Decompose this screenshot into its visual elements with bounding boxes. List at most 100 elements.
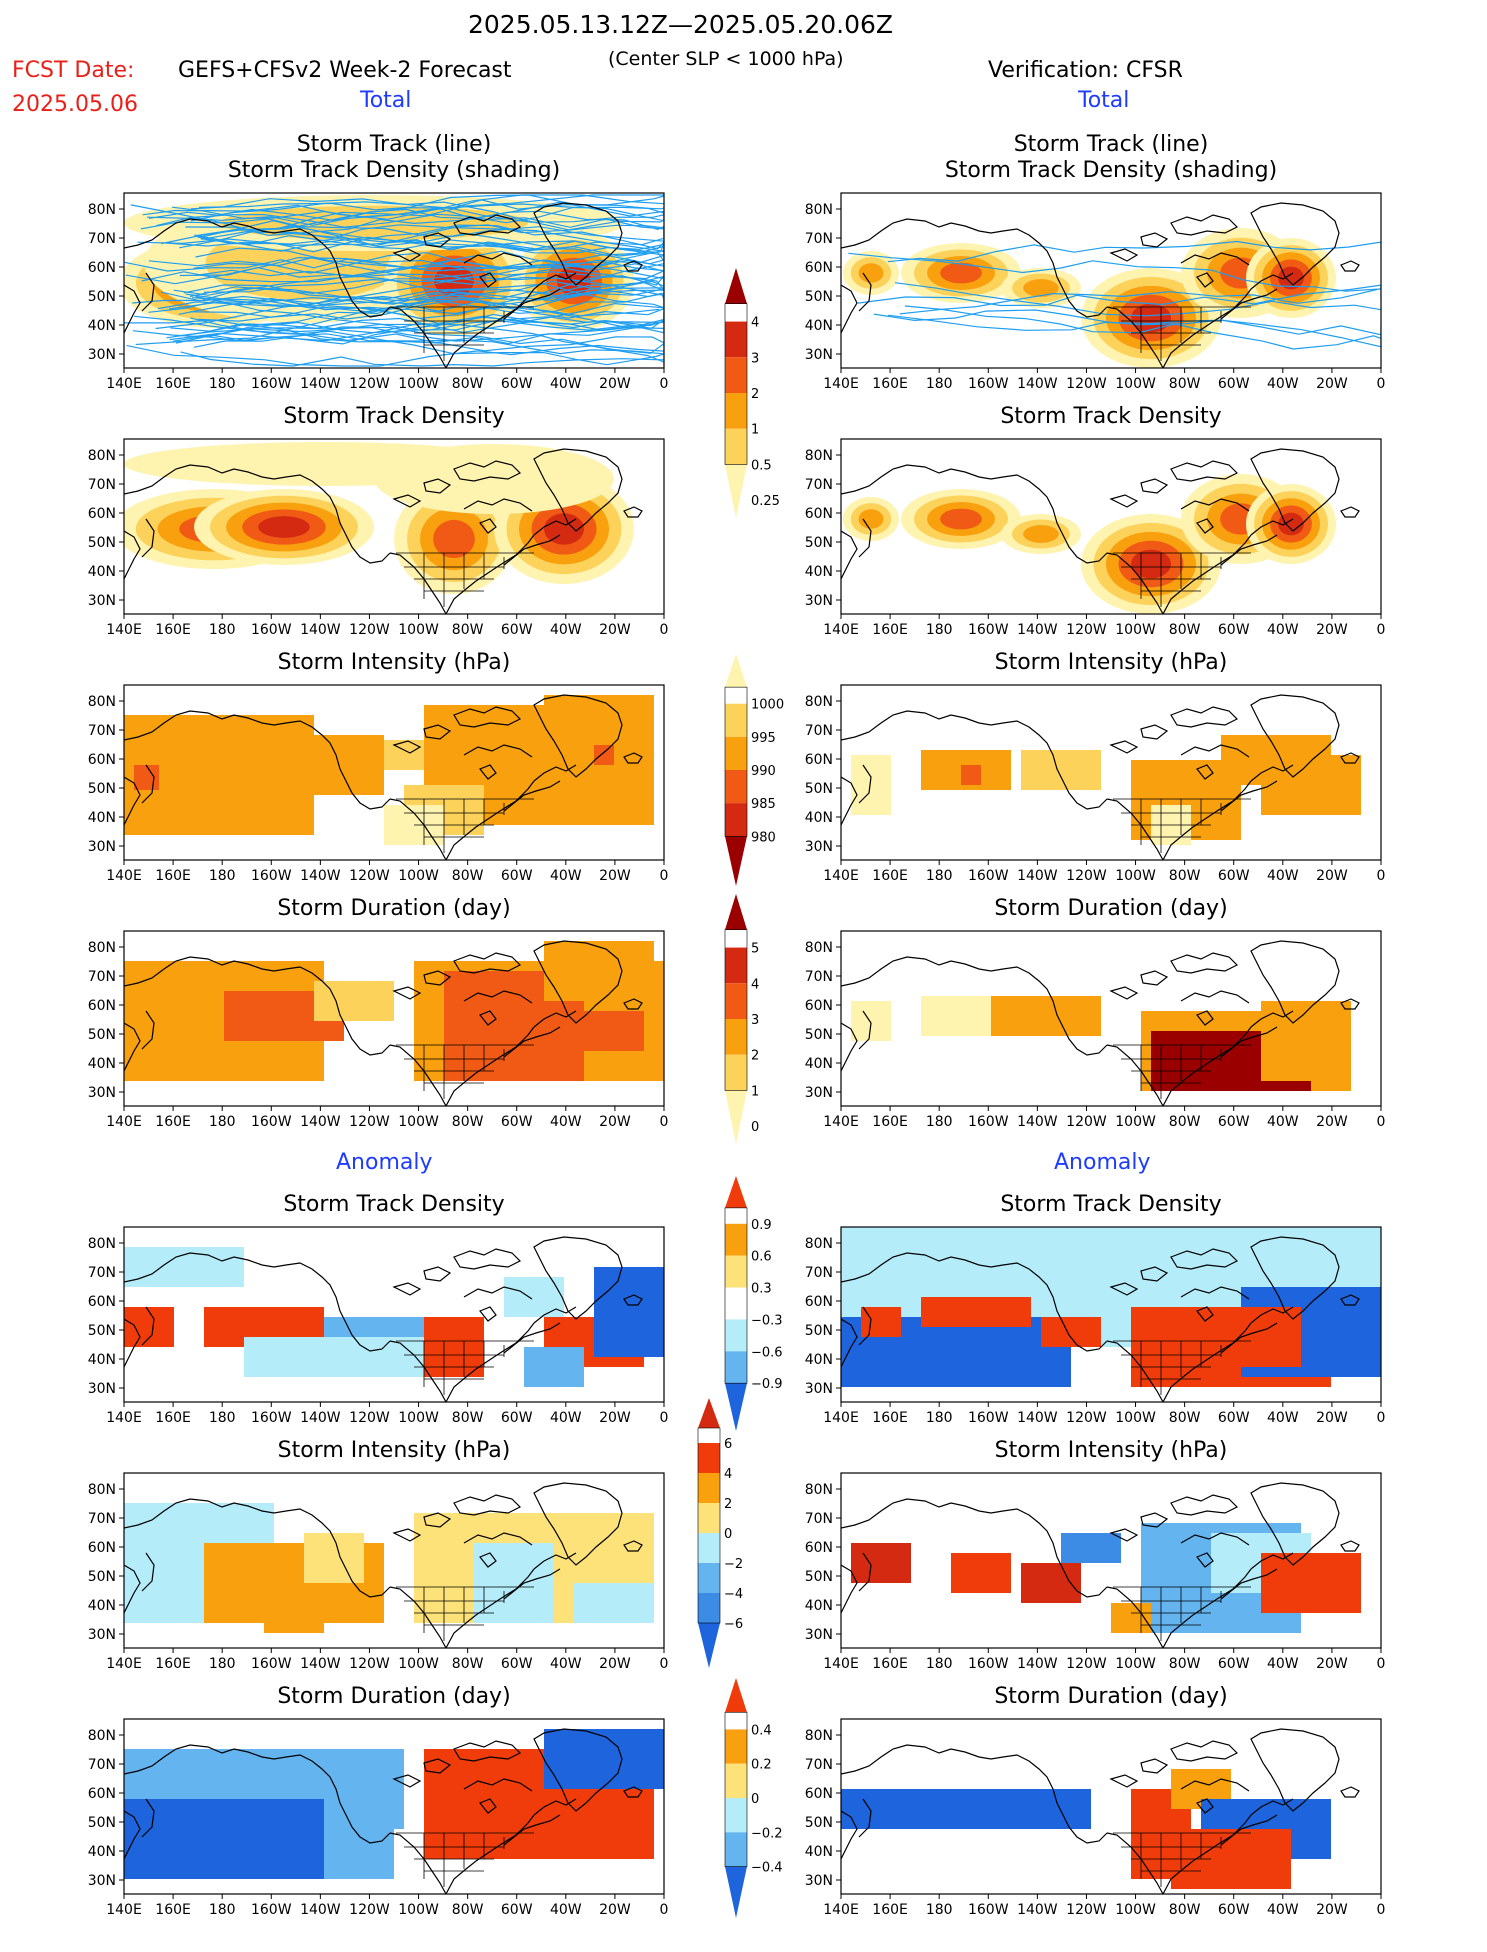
coastline [841,776,858,826]
map-panel: 80N 70N 60N 50N 40N 30N 140E 160E 180 160W 140W 120… [88,1226,668,1426]
coastline [533,1236,623,1320]
lon-tick-label: 140W [1017,868,1058,884]
lon-tick-label: 100W [1115,376,1156,392]
lat-tick-label: 40N [805,318,833,334]
lat-tick-label: 30N [88,839,116,855]
shading-cell [951,1553,1011,1593]
coastline [479,272,497,288]
panel-title: Storm Intensity (hPa) [994,1438,1228,1463]
coastline [1162,1814,1252,1894]
lat-tick-label: 40N [88,1598,116,1614]
storm-track-line [130,204,664,253]
lat-tick-label: 40N [805,1352,833,1368]
lon-tick-label: 60W [1218,1656,1250,1672]
lat-tick-label: 60N [88,1540,116,1556]
coastline [1220,1026,1278,1058]
storm-track-line [197,224,664,253]
coastline [1109,740,1139,754]
storm-track-line [126,344,664,367]
colorbar-label: 1000 [751,698,784,713]
map-panel: 80N 70N 60N 50N 40N 30N 140E 160E 180 160W 140W 120… [805,438,1385,638]
colorbar-swatch [698,1533,720,1563]
lon-tick-label: 60W [501,1902,533,1918]
coastline [392,1528,422,1542]
colorbar-arrow [725,268,747,304]
map-panel: 80N 70N 60N 50N 40N 30N 140E 160E 180 160W 140W 120… [805,930,1385,1130]
colorbar-arrow [725,1383,747,1431]
lat-tick-label: 40N [88,1056,116,1072]
coastline [1220,1814,1278,1846]
lon-tick-label: 160W [251,1114,292,1130]
lon-tick-label: 140W [300,1656,341,1672]
storm-track-line [195,194,664,237]
coastline [423,232,452,248]
lon-tick-label: 140E [106,376,142,392]
coastline [1250,694,1340,778]
coastline [1250,1306,1294,1324]
coastline [1250,272,1294,290]
lat-tick-label: 50N [805,535,833,551]
shading-cell [1261,1553,1361,1613]
coastline [1180,1286,1250,1300]
coastline [1196,1010,1214,1026]
coastline [1340,1294,1360,1306]
lon-tick-label: 80W [1169,868,1201,884]
coastline [124,1564,141,1614]
colorbar-label: 4 [751,977,759,992]
coastline [479,1798,497,1814]
storm-track-line [148,245,664,274]
shading-cell [474,1543,554,1623]
lon-tick-label: 60W [501,868,533,884]
lon-tick-label: 40W [1267,622,1299,638]
map-panel: 80N 70N 60N 50N 40N 30N 140E 160E 180 160W 140W 120… [88,1718,669,1918]
coastline [623,260,643,272]
lon-tick-label: 100W [1115,1902,1156,1918]
colorbar-swatch [725,1798,747,1833]
total-label-right: Total [1078,88,1130,113]
panel-title: Storm Track Density [1000,404,1222,429]
shading-cell [1261,755,1361,815]
coastline [124,776,141,826]
colorbar-label: 0.2 [751,1758,772,1773]
storm-track-line [194,234,664,268]
lon-tick-label: 140W [300,622,341,638]
lat-tick-label: 60N [805,506,833,522]
coastline [1140,478,1169,494]
colorbar-swatch [725,357,747,393]
lon-tick-label: 0 [1377,1410,1386,1426]
colorbar-label: 2 [751,387,759,402]
shading-cell [940,262,982,284]
storm-track-line [166,323,664,352]
storm-track-line [124,258,664,272]
lat-tick-label: 70N [805,723,833,739]
colorbar-label: −6 [724,1617,743,1632]
lon-tick-label: 160W [968,1410,1009,1426]
shading-cell [304,1533,364,1583]
lon-tick-label: 140W [1017,622,1058,638]
storm-track-line [142,194,664,220]
map-frame [123,1472,665,1649]
lon-tick-label: 0 [660,1902,669,1918]
colorbar-label: 1 [751,423,759,438]
coastline [1340,1540,1360,1552]
lon-tick-label: 140W [1017,1902,1058,1918]
lon-tick-label: 60W [1218,1410,1250,1426]
coastline [623,752,643,764]
lon-tick-label: 20W [1316,376,1348,392]
lon-tick-label: 40W [550,868,582,884]
storm-track-line [904,305,1381,350]
lon-tick-label: 160E [872,1656,908,1672]
lon-tick-label: 140E [823,868,859,884]
lat-tick-label: 70N [88,969,116,985]
panel-title: Storm Intensity (hPa) [277,650,511,675]
coastline [463,1778,533,1792]
lat-tick-label: 80N [805,940,833,956]
lon-tick-label: 160W [968,376,1009,392]
colorbar-swatch [725,1054,747,1091]
coastline [1340,998,1360,1010]
coastline [463,498,533,512]
colorbar-label: 1 [751,1084,759,1099]
coastline [1170,1740,1239,1762]
colorbar-label: 4 [724,1467,732,1482]
lat-tick-label: 80N [88,448,116,464]
